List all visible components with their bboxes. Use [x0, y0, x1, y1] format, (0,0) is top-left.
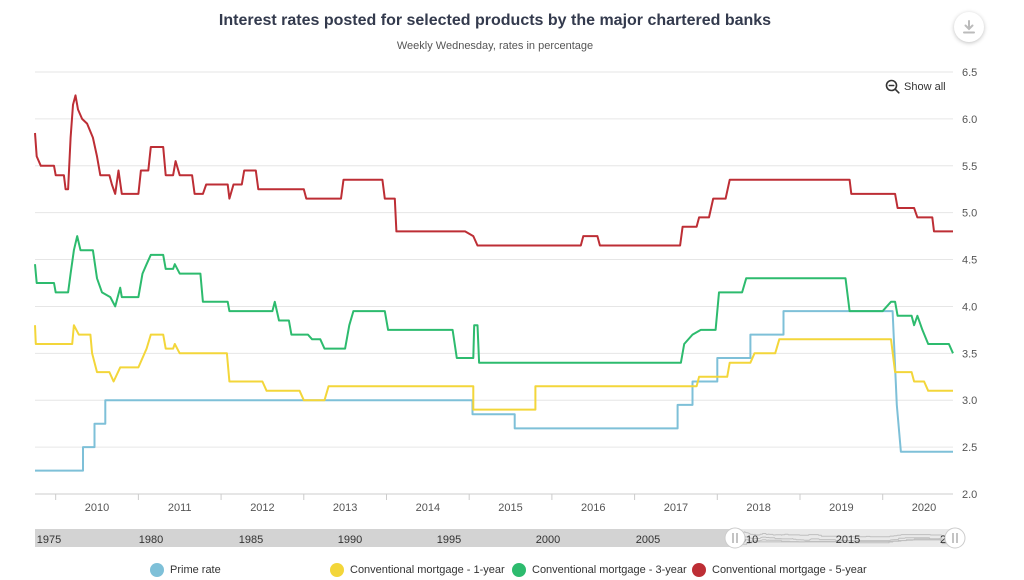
x-tick-label: 2012	[250, 502, 274, 514]
download-button[interactable]	[954, 12, 984, 42]
y-tick-label: 6.0	[962, 114, 977, 126]
legend-item-mortgage-3-year[interactable]: Conventional mortgage - 3-year	[512, 563, 687, 577]
navigator-series-line	[734, 538, 955, 543]
navigator-label: 1995	[437, 534, 461, 546]
show-all-button[interactable]: Show all	[885, 79, 946, 94]
y-tick-label: 2.5	[962, 442, 977, 454]
legend-swatch	[150, 563, 164, 577]
navigator-background	[35, 529, 953, 547]
legend-label: Prime rate	[170, 564, 221, 576]
navigator-label: 1975	[37, 534, 61, 546]
navigator-series-line	[734, 531, 955, 538]
legend-item-mortgage-1-year[interactable]: Conventional mortgage - 1-year	[330, 563, 505, 577]
navigator-label: 1990	[338, 534, 362, 546]
x-tick-label: 2010	[85, 502, 109, 514]
y-tick-label: 3.0	[962, 395, 977, 407]
y-tick-label: 6.5	[962, 67, 977, 79]
navigator-label: 1980	[139, 534, 163, 546]
series-line-0	[35, 310, 953, 472]
drag-handle-icon	[724, 527, 746, 549]
range-navigator: 1975 1980 1985 1990 1995 2000 2005 2010 2015 2	[35, 527, 966, 549]
legend-label: Conventional mortgage - 3-year	[532, 564, 687, 576]
legend-item-mortgage-5-year[interactable]: Conventional mortgage - 5-year	[692, 563, 867, 577]
y-tick-label: 2.0	[962, 489, 977, 501]
x-tick-label: 2020	[912, 502, 936, 514]
chart-legend: Prime rate Conventional mortgage - 1-yea…	[0, 563, 1024, 579]
download-icon	[963, 20, 975, 34]
y-tick-label: 5.5	[962, 161, 977, 173]
navigator-label: 2015	[836, 534, 860, 546]
navigator-label: 2	[940, 534, 946, 546]
x-tick-label: 2015	[498, 502, 522, 514]
line-chart: 2.0 2.5 3.0 3.5 4.0 4.5 5.0 5.5 6.0 6.5 2010 2011 20…	[34, 67, 977, 549]
x-tick-label: 2017	[664, 502, 688, 514]
x-tick-label: 2018	[746, 502, 770, 514]
x-tick-label: 2016	[581, 502, 605, 514]
show-all-label: Show all	[904, 80, 946, 93]
navigator-series-line	[735, 538, 955, 545]
y-tick-label: 4.5	[962, 255, 977, 267]
legend-label: Conventional mortgage - 1-year	[350, 564, 505, 576]
x-tick-label: 2013	[333, 502, 357, 514]
navigator-series-line	[734, 535, 956, 542]
legend-swatch	[512, 563, 526, 577]
zoom-out-icon	[885, 79, 900, 94]
navigator-handle-left[interactable]	[724, 527, 746, 549]
series-line-1	[34, 324, 953, 411]
legend-swatch	[330, 563, 344, 577]
navigator-selection	[735, 529, 955, 547]
legend-swatch	[692, 563, 706, 577]
x-tick-label: 2011	[168, 502, 192, 514]
chart-subtitle: Weekly Wednesday, rates in percentage	[396, 40, 594, 52]
legend-item-prime-rate[interactable]: Prime rate	[150, 563, 221, 577]
drag-handle-icon	[944, 527, 966, 549]
y-tick-label: 5.0	[962, 208, 977, 220]
chart-title: Interest rates posted for selected produ…	[218, 12, 772, 29]
series-line-2	[34, 235, 954, 364]
navigator-label: 2005	[636, 534, 660, 546]
navigator-label: 2000	[536, 534, 560, 546]
series-line-3	[34, 94, 953, 247]
y-tick-label: 4.0	[962, 301, 977, 313]
legend-label: Conventional mortgage - 5-year	[712, 564, 867, 576]
y-tick-label: 3.5	[962, 348, 977, 360]
navigator-handle-right[interactable]	[944, 527, 966, 549]
x-tick-label: 2014	[416, 502, 440, 514]
x-tick-label: 2019	[829, 502, 853, 514]
navigator-label: 1985	[239, 534, 263, 546]
